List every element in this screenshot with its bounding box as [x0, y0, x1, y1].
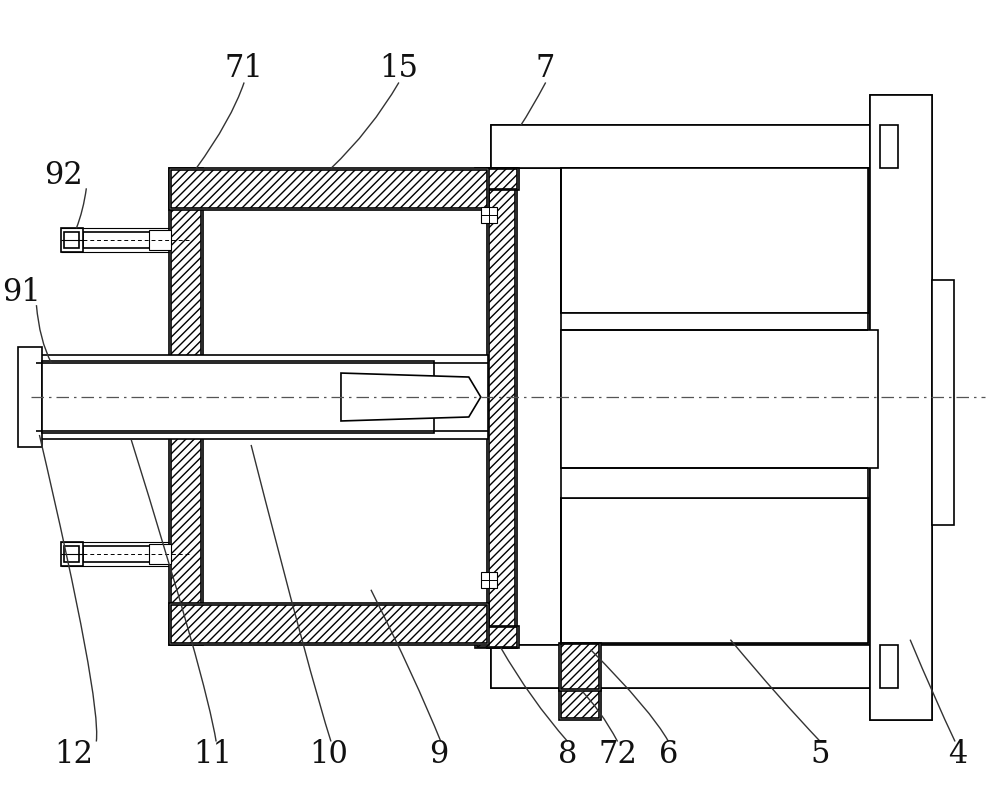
Bar: [149, 230, 171, 250]
Bar: [561, 313, 868, 498]
Bar: [561, 498, 868, 642]
Text: 12: 12: [54, 739, 93, 770]
Text: 71: 71: [225, 53, 264, 84]
Bar: [475, 169, 519, 190]
Text: 10: 10: [310, 739, 348, 770]
Bar: [489, 170, 515, 646]
Bar: [475, 625, 519, 648]
Text: 8: 8: [558, 739, 577, 770]
Bar: [64, 546, 79, 562]
Bar: [477, 169, 517, 190]
Bar: [169, 169, 203, 645]
Text: 4: 4: [948, 739, 968, 770]
Bar: [561, 688, 599, 717]
Bar: [932, 280, 954, 525]
Polygon shape: [341, 373, 481, 421]
Bar: [491, 125, 880, 169]
Text: 91: 91: [2, 277, 41, 307]
Bar: [561, 644, 599, 688]
Bar: [870, 95, 932, 720]
Bar: [149, 544, 171, 564]
Bar: [880, 125, 898, 169]
Bar: [559, 688, 601, 720]
Text: 92: 92: [44, 160, 83, 190]
Bar: [477, 627, 517, 646]
Text: 9: 9: [429, 739, 448, 770]
Bar: [171, 170, 487, 208]
Bar: [83, 546, 169, 562]
Bar: [561, 330, 878, 468]
Bar: [561, 169, 868, 313]
Bar: [491, 125, 880, 169]
Bar: [561, 498, 868, 642]
Text: 7: 7: [536, 53, 555, 84]
Bar: [169, 603, 489, 645]
Text: 11: 11: [194, 739, 233, 770]
Bar: [559, 642, 601, 691]
Bar: [481, 571, 497, 587]
Text: 15: 15: [379, 53, 418, 84]
Bar: [481, 207, 497, 224]
Bar: [171, 604, 487, 642]
Bar: [491, 645, 880, 688]
Bar: [561, 169, 868, 313]
Bar: [880, 645, 898, 688]
Bar: [870, 95, 932, 720]
Bar: [61, 541, 83, 566]
Text: 72: 72: [598, 739, 637, 770]
Bar: [491, 645, 880, 688]
Bar: [36, 355, 488, 439]
Bar: [64, 232, 79, 249]
Bar: [83, 232, 169, 249]
Text: 6: 6: [659, 739, 678, 770]
Bar: [42, 361, 434, 433]
Bar: [18, 347, 42, 447]
Bar: [169, 169, 489, 211]
Bar: [61, 228, 83, 253]
Bar: [171, 170, 201, 642]
Text: 5: 5: [811, 739, 830, 770]
Bar: [487, 169, 517, 648]
